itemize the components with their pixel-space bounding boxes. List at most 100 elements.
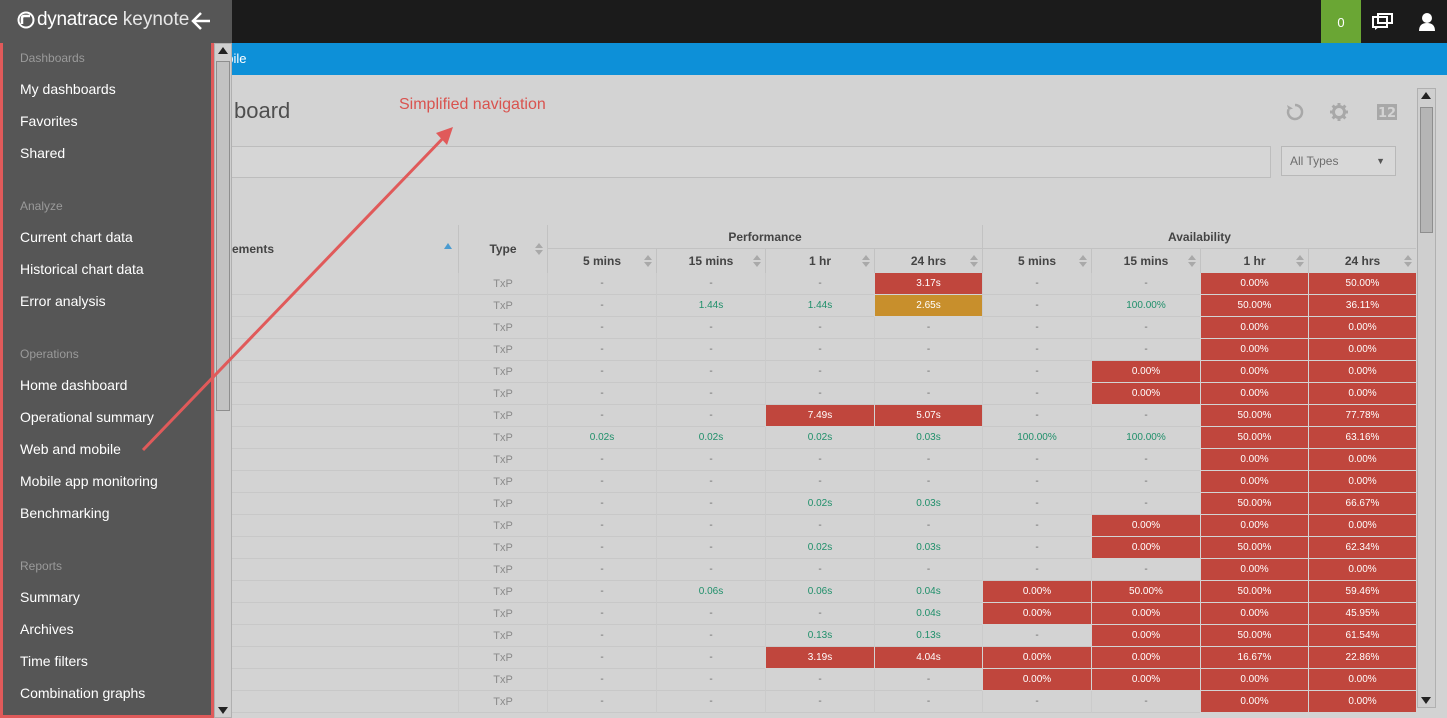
measurement-cell[interactable]: [232, 339, 458, 361]
measurement-cell[interactable]: [232, 295, 458, 317]
sidebar-section-dashboards: Dashboards: [20, 51, 85, 65]
table-row[interactable]: TxP - -3.19s 4.04s 0.00% 0.00% 16.67% 22.86%: [232, 647, 1416, 669]
column-header-3[interactable]: 15 mins: [656, 249, 765, 273]
sidebar-item-mobile-app-monitoring[interactable]: Mobile app monitoring: [20, 473, 158, 489]
measurement-cell[interactable]: [232, 383, 458, 405]
measurement-cell[interactable]: [232, 691, 458, 713]
column-header-1[interactable]: Type: [458, 225, 547, 273]
sidebar-item-archives[interactable]: Archives: [20, 621, 74, 637]
table-row[interactable]: TxP - - - - - -0.00% 0.00%: [232, 559, 1416, 581]
table-row[interactable]: TxP - - -0.04s 0.00% 0.00% 0.00% 45.95%: [232, 603, 1416, 625]
sort-icon[interactable]: [862, 255, 870, 267]
table-row[interactable]: TxP -0.06s 0.06s 0.04s 0.00% 50.00% 50.00% 59.4…: [232, 581, 1416, 603]
sort-icon[interactable]: [1079, 255, 1087, 267]
table-row[interactable]: TxP - - - -0.00% 0.00% 0.00% 0.00%: [232, 669, 1416, 691]
search-input[interactable]: [232, 146, 1271, 178]
scroll-thumb[interactable]: [216, 61, 230, 411]
sidebar-item-summary[interactable]: Summary: [20, 589, 80, 605]
scroll-down-icon[interactable]: [218, 707, 228, 714]
table-row[interactable]: TxP - - - - -0.00% 0.00% 0.00%: [232, 383, 1416, 405]
measurement-cell[interactable]: [232, 471, 458, 493]
column-header-7[interactable]: 15 mins: [1091, 249, 1200, 273]
measurement-cell[interactable]: [232, 493, 458, 515]
table-row[interactable]: TxP - - -3.17s - -0.00% 50.00%: [232, 273, 1416, 295]
notification-badge[interactable]: 0: [1321, 0, 1361, 43]
measurement-cell[interactable]: [232, 405, 458, 427]
measurement-cell[interactable]: [232, 273, 458, 295]
column-header-4[interactable]: 1 hr: [765, 249, 874, 273]
sort-ascending-icon[interactable]: [444, 243, 452, 249]
sidebar-item-shared[interactable]: Shared: [20, 145, 66, 161]
sidebar-item-error-analysis[interactable]: Error analysis: [20, 293, 106, 309]
measurement-cell[interactable]: [232, 427, 458, 449]
back-arrow-icon[interactable]: [191, 12, 211, 35]
sort-icon[interactable]: [1296, 255, 1304, 267]
sort-icon[interactable]: [1188, 255, 1196, 267]
scroll-down-icon[interactable]: [1421, 697, 1431, 704]
table-row[interactable]: TxP - -0.13s 0.13s -0.00% 50.00% 61.54%: [232, 625, 1416, 647]
measurement-cell[interactable]: [232, 647, 458, 669]
sort-icon[interactable]: [970, 255, 978, 267]
table-row[interactable]: TxP - - - - - -0.00% 0.00%: [232, 339, 1416, 361]
sidebar-item-my-dashboards[interactable]: My dashboards: [20, 81, 116, 97]
table-row[interactable]: TxP - - - - - -0.00% 0.00%: [232, 449, 1416, 471]
measurement-cell[interactable]: [232, 361, 458, 383]
measurement-cell[interactable]: [232, 537, 458, 559]
measurement-cell[interactable]: [232, 559, 458, 581]
measurement-cell[interactable]: [232, 603, 458, 625]
column-header-9[interactable]: 24 hrs: [1308, 249, 1416, 273]
measurement-cell[interactable]: [232, 515, 458, 537]
sort-icon[interactable]: [753, 255, 761, 267]
availability-cell: 100.00%: [1091, 295, 1200, 317]
messages-icon[interactable]: [1363, 0, 1403, 43]
table-row[interactable]: TxP - - - - -0.00% 0.00% 0.00%: [232, 515, 1416, 537]
table-row[interactable]: TxP 0.02s 0.02s 0.02s 0.03s 100.00% 100.00% 50.…: [232, 427, 1416, 449]
sidebar-item-web-and-mobile[interactable]: Web and mobile: [20, 441, 121, 457]
availability-cell: 50.00%: [1308, 273, 1416, 295]
user-icon[interactable]: [1407, 0, 1447, 43]
sort-icon[interactable]: [535, 243, 543, 255]
scroll-thumb[interactable]: [1420, 107, 1433, 233]
table-row[interactable]: TxP - - - - -0.00% 0.00% 0.00%: [232, 361, 1416, 383]
column-header-2[interactable]: 5 mins: [547, 249, 656, 273]
sidebar-item-favorites[interactable]: Favorites: [20, 113, 78, 129]
table-row[interactable]: TxP - -7.49s 5.07s - -50.00% 77.78%: [232, 405, 1416, 427]
measurement-cell[interactable]: [232, 669, 458, 691]
column-header-6[interactable]: 5 mins: [982, 249, 1091, 273]
table-row[interactable]: TxP - - - - - -0.00% 0.00%: [232, 471, 1416, 493]
sidebar-item-time-filters[interactable]: Time filters: [20, 653, 88, 669]
availability-cell: 100.00%: [982, 427, 1091, 449]
layout-12-icon[interactable]: 12: [1376, 102, 1398, 122]
sidebar-scrollbar[interactable]: [214, 43, 232, 718]
sort-icon[interactable]: [1404, 255, 1412, 267]
settings-gear-icon[interactable]: [1329, 102, 1349, 122]
performance-cell: -: [765, 603, 874, 625]
sidebar-item-operational-summary[interactable]: Operational summary: [20, 409, 154, 425]
sidebar-item-historical-chart-data[interactable]: Historical chart data: [20, 261, 144, 277]
table-row[interactable]: TxP - - - - - -0.00% 0.00%: [232, 691, 1416, 713]
sidebar-item-current-chart-data[interactable]: Current chart data: [20, 229, 133, 245]
scroll-up-icon[interactable]: [218, 47, 228, 54]
sidebar-item-combination-graphs[interactable]: Combination graphs: [20, 685, 146, 701]
type-filter-select[interactable]: All Types ▼: [1281, 146, 1396, 176]
measurement-cell[interactable]: [232, 317, 458, 339]
svg-text:12: 12: [1378, 106, 1396, 121]
availability-cell: 0.00%: [1308, 669, 1416, 691]
column-header-5[interactable]: 24 hrs: [874, 249, 982, 273]
measurement-cell[interactable]: [232, 449, 458, 471]
table-row[interactable]: TxP - -0.02s 0.03s -0.00% 50.00% 62.34%: [232, 537, 1416, 559]
refresh-icon[interactable]: [1285, 102, 1305, 122]
logo[interactable]: dynatrace keynote: [17, 9, 189, 31]
measurement-cell[interactable]: [232, 625, 458, 647]
table-row[interactable]: TxP -1.44s 1.44s 2.65s -100.00% 50.00% 36.11%: [232, 295, 1416, 317]
table-row[interactable]: TxP - -0.02s 0.03s - -50.00% 66.67%: [232, 493, 1416, 515]
sidebar-item-benchmarking[interactable]: Benchmarking: [20, 505, 110, 521]
table-scrollbar[interactable]: [1417, 88, 1436, 708]
sidebar-item-home-dashboard[interactable]: Home dashboard: [20, 377, 128, 393]
table-row[interactable]: TxP - - - - - -0.00% 0.00%: [232, 317, 1416, 339]
sort-icon[interactable]: [644, 255, 652, 267]
scroll-up-icon[interactable]: [1421, 92, 1431, 99]
column-header-8[interactable]: 1 hr: [1200, 249, 1308, 273]
measurement-cell[interactable]: [232, 581, 458, 603]
column-header-0[interactable]: ements: [232, 225, 458, 273]
